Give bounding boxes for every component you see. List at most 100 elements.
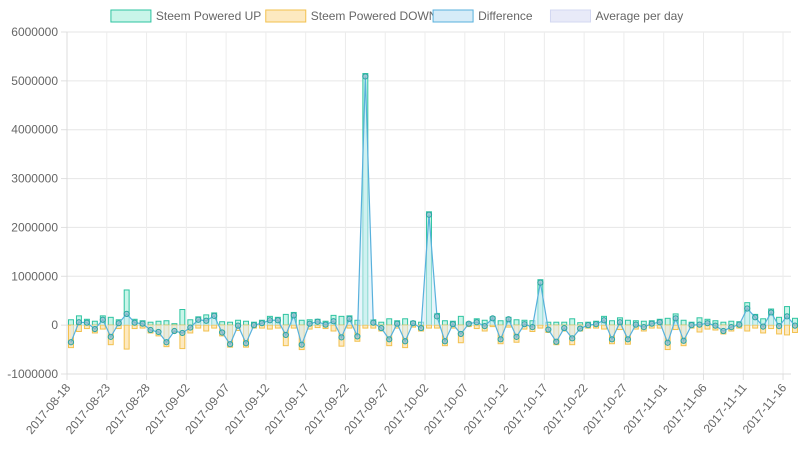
legend-item-difference[interactable]: Difference: [432, 9, 533, 23]
difference-point: [147, 326, 154, 334]
difference-point: [195, 316, 202, 323]
y-tick-label: 4000000: [11, 123, 58, 137]
y-tick-label: 2000000: [11, 220, 58, 234]
legend-label: Steem Powered UP: [156, 9, 261, 23]
difference-point: [688, 322, 695, 329]
difference-point: [346, 315, 353, 322]
difference-point: [640, 323, 647, 331]
difference-point: [409, 320, 417, 327]
bar-steem-powered-up: [513, 319, 520, 326]
legend-item-average[interactable]: Average per day: [549, 9, 683, 23]
difference-point: [91, 325, 98, 333]
difference-point: [489, 315, 496, 322]
difference-point: [648, 320, 655, 327]
difference-point: [624, 336, 632, 343]
bar-steem-powered-up: [163, 320, 170, 326]
difference-point: [680, 337, 687, 344]
difference-point: [425, 211, 433, 218]
difference-point: [163, 339, 170, 346]
legend-label: Steem Powered DOWN: [311, 9, 438, 23]
y-tick-label: 0: [51, 318, 58, 332]
bar-steem-powered-up: [219, 321, 226, 326]
bar-steem-powered-down: [505, 324, 512, 328]
difference-point: [378, 324, 385, 332]
difference-point: [760, 323, 767, 330]
difference-point: [433, 313, 441, 320]
difference-point: [298, 341, 305, 348]
difference-point: [266, 317, 273, 324]
bar-steem-powered-up: [664, 317, 671, 326]
bar-steem-powered-down: [274, 324, 281, 329]
difference-area: [70, 76, 795, 345]
difference-point: [417, 324, 425, 332]
difference-point: [306, 320, 313, 327]
legend-swatch: [110, 9, 152, 23]
difference-point: [696, 321, 703, 328]
difference-point: [179, 329, 186, 337]
bar-steem-powered-down: [99, 324, 106, 330]
difference-point: [736, 321, 743, 328]
difference-point: [672, 315, 679, 322]
difference-point: [187, 324, 194, 331]
difference-point: [752, 314, 759, 321]
bar-steem-powered-down: [489, 324, 496, 328]
difference-point: [314, 318, 321, 325]
bar-steem-powered-down: [744, 324, 751, 332]
bar-steem-powered-down: [672, 324, 679, 331]
difference-point: [537, 279, 544, 286]
series-difference: [70, 76, 796, 347]
difference-point: [370, 319, 377, 326]
difference-point: [505, 316, 512, 323]
difference-point: [592, 321, 600, 328]
difference-point: [139, 320, 146, 327]
bar-steem-powered-up: [243, 320, 249, 326]
y-tick-label: 6000000: [11, 25, 58, 39]
difference-point: [465, 320, 472, 327]
bar-steem-powered-down: [784, 324, 790, 336]
legend-label: Difference: [478, 9, 533, 23]
y-tick-label: 5000000: [11, 74, 58, 88]
bar-steem-powered-down: [290, 324, 297, 329]
bar-steem-powered-down: [266, 324, 273, 330]
bar-steem-powered-up: [298, 319, 305, 326]
difference-point: [226, 341, 234, 348]
difference-point: [600, 317, 608, 324]
difference-point: [362, 73, 369, 80]
difference-point: [632, 321, 639, 328]
bar-steem-powered-down: [768, 324, 775, 330]
difference-point: [704, 320, 711, 327]
legend: Steem Powered UP Steem Powered DOWN Differ…: [110, 9, 683, 23]
difference-point: [242, 340, 250, 347]
difference-point: [569, 335, 576, 342]
difference-point: [449, 321, 456, 328]
legend-item-up[interactable]: Steem Powered UP: [110, 9, 261, 23]
bar-steem-powered-up: [609, 320, 615, 326]
difference-point: [99, 316, 106, 323]
bar-steem-powered-down: [433, 324, 440, 329]
legend-swatch: [432, 9, 474, 23]
bar-steem-powered-down: [473, 324, 480, 330]
difference-point: [282, 331, 289, 339]
difference-point: [720, 327, 727, 335]
difference-point: [394, 320, 401, 327]
bar-steem-powered-up: [624, 319, 631, 326]
difference-point: [274, 317, 281, 324]
difference-point: [608, 336, 616, 343]
bar-steem-powered-up: [187, 319, 194, 326]
bar-steem-powered-up: [179, 309, 186, 326]
legend-item-down[interactable]: Steem Powered DOWN: [265, 9, 438, 23]
difference-point: [529, 323, 536, 331]
axes: -1000000 0 1000000 2000000 3000000 4000000 500…: [7, 25, 791, 437]
difference-point: [322, 321, 329, 328]
difference-point: [290, 312, 297, 319]
bar-steem-powered-up: [441, 320, 448, 326]
legend-swatch: [549, 9, 591, 23]
difference-point: [513, 333, 520, 340]
difference-point: [441, 338, 449, 345]
bar-steem-powered-down: [314, 324, 321, 329]
difference-point: [561, 324, 568, 332]
difference-point: [577, 325, 584, 332]
bar-steem-powered-up: [680, 319, 687, 326]
